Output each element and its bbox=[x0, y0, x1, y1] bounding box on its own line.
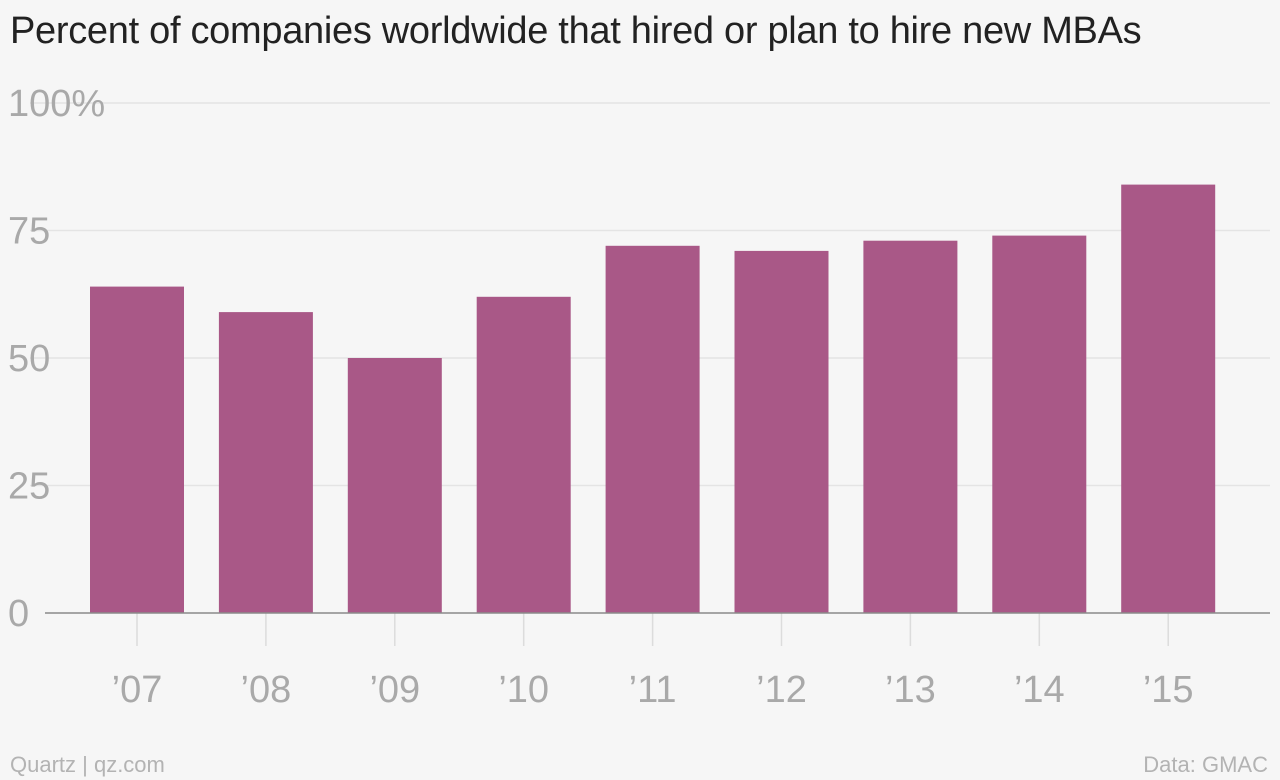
x-tick-label: ’11 bbox=[629, 669, 677, 711]
x-tick-label: ’15 bbox=[1143, 669, 1194, 711]
x-tick-label: ’07 bbox=[112, 669, 163, 711]
y-tick-label: 25 bbox=[8, 466, 50, 508]
bars bbox=[90, 184, 1216, 614]
x-tick-label: ’09 bbox=[369, 669, 420, 711]
y-tick-label: 100% bbox=[8, 83, 105, 125]
x-tick-label: ’08 bbox=[241, 669, 292, 711]
bar-10 bbox=[476, 296, 571, 613]
bar-08 bbox=[218, 312, 313, 613]
footer-data-credit: Data: GMAC bbox=[1143, 752, 1268, 777]
bar-11 bbox=[605, 245, 700, 614]
bar-14 bbox=[992, 235, 1087, 613]
bar-13 bbox=[863, 240, 958, 613]
bar-15 bbox=[1121, 184, 1216, 613]
bar-07 bbox=[90, 286, 184, 613]
x-tick-label: ’12 bbox=[756, 669, 807, 711]
y-tick-label: 75 bbox=[8, 211, 50, 253]
x-tick-label: ’10 bbox=[498, 669, 549, 711]
chart-title: Percent of companies worldwide that hire… bbox=[10, 10, 1142, 52]
y-axis-ticks: 0 25 50 75 100% bbox=[8, 83, 105, 635]
x-tick-label: ’14 bbox=[1014, 669, 1065, 711]
y-tick-label: 0 bbox=[8, 593, 29, 635]
bar-12 bbox=[734, 250, 829, 613]
y-tick-label: 50 bbox=[8, 338, 50, 380]
x-tick-label: ’13 bbox=[885, 669, 936, 711]
x-axis-ticks: ’07 ’08 ’09 ’10 ’11 ’12 ’13 ’14 ’15 bbox=[112, 613, 1194, 711]
footer-source-credit: Quartz | qz.com bbox=[10, 752, 165, 777]
bar-09 bbox=[347, 358, 442, 613]
